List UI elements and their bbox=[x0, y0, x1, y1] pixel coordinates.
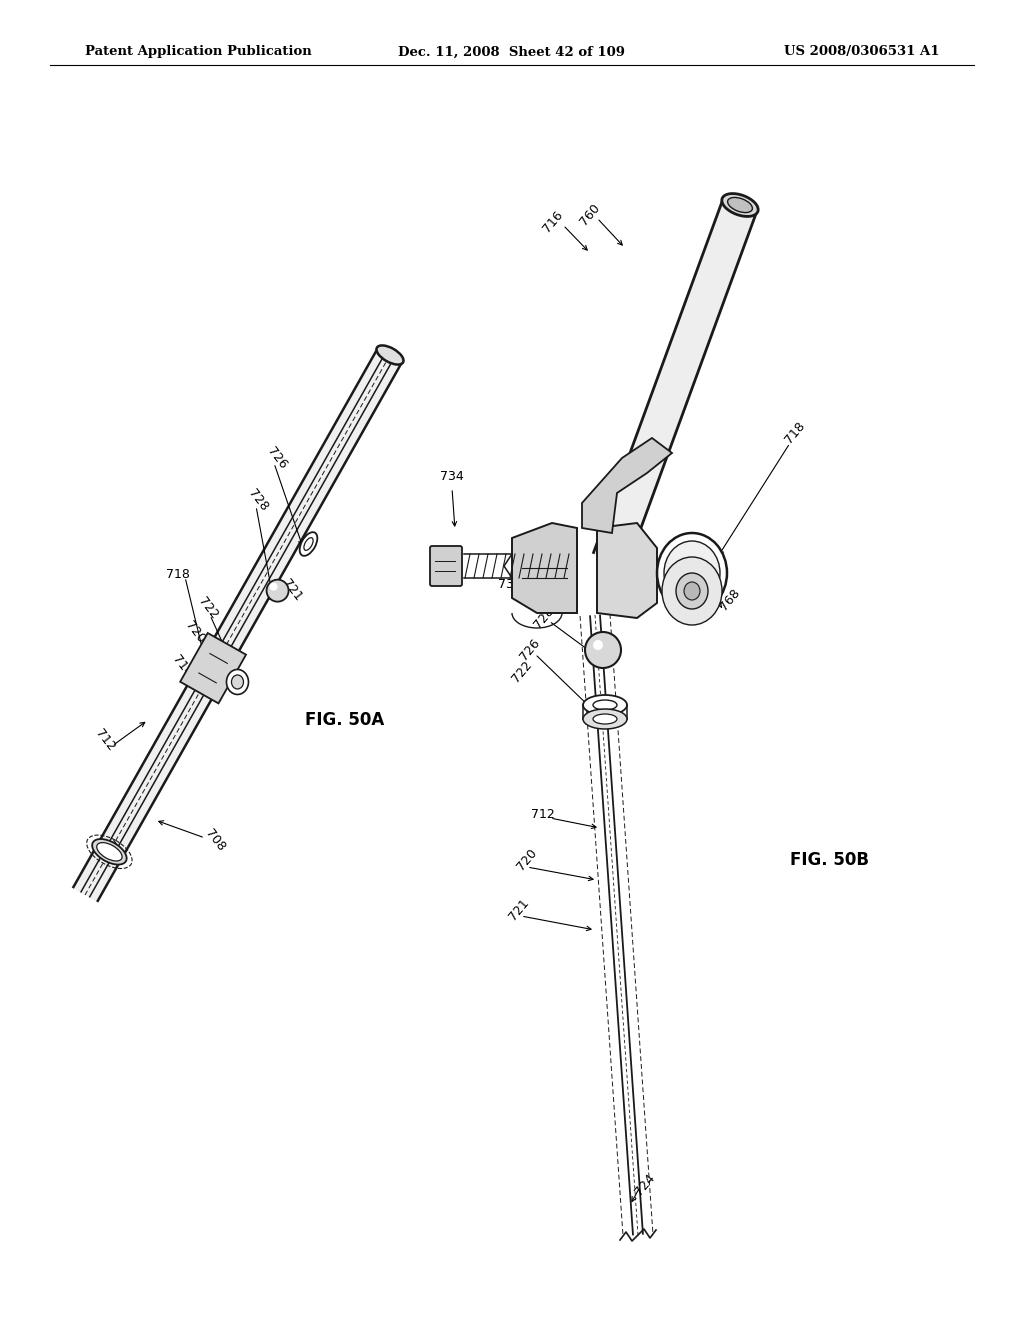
Text: 734: 734 bbox=[440, 470, 464, 483]
Ellipse shape bbox=[583, 696, 627, 715]
Text: 728: 728 bbox=[531, 605, 557, 631]
Polygon shape bbox=[73, 348, 402, 902]
Ellipse shape bbox=[585, 632, 621, 668]
Ellipse shape bbox=[231, 675, 244, 689]
Text: 718: 718 bbox=[782, 420, 808, 446]
Ellipse shape bbox=[728, 198, 753, 213]
FancyBboxPatch shape bbox=[430, 546, 462, 586]
Text: 712: 712 bbox=[531, 808, 555, 821]
Text: 724: 724 bbox=[102, 838, 127, 866]
Ellipse shape bbox=[657, 533, 727, 612]
Ellipse shape bbox=[676, 573, 708, 609]
Ellipse shape bbox=[722, 194, 758, 216]
Text: 760: 760 bbox=[578, 202, 603, 228]
Text: 724: 724 bbox=[633, 1172, 657, 1199]
Text: 726: 726 bbox=[264, 445, 290, 471]
Ellipse shape bbox=[662, 557, 722, 624]
Text: FIG. 50B: FIG. 50B bbox=[791, 851, 869, 869]
Text: 714: 714 bbox=[170, 652, 195, 680]
Text: 722: 722 bbox=[196, 594, 220, 622]
Polygon shape bbox=[582, 438, 672, 533]
Text: 730: 730 bbox=[498, 578, 522, 591]
Text: 768: 768 bbox=[718, 586, 742, 614]
Polygon shape bbox=[512, 523, 577, 612]
Text: 728: 728 bbox=[246, 487, 270, 513]
Text: 718: 718 bbox=[166, 568, 189, 581]
Ellipse shape bbox=[684, 582, 700, 601]
Text: FIG. 50A: FIG. 50A bbox=[305, 711, 385, 729]
Text: Dec. 11, 2008  Sheet 42 of 109: Dec. 11, 2008 Sheet 42 of 109 bbox=[398, 45, 626, 58]
Ellipse shape bbox=[593, 700, 617, 710]
Ellipse shape bbox=[583, 709, 627, 729]
Text: 712: 712 bbox=[92, 726, 118, 754]
Text: 721: 721 bbox=[507, 896, 531, 923]
Ellipse shape bbox=[593, 714, 617, 723]
Text: 721: 721 bbox=[280, 577, 304, 603]
Text: Patent Application Publication: Patent Application Publication bbox=[85, 45, 311, 58]
Polygon shape bbox=[597, 523, 657, 618]
Text: 708: 708 bbox=[203, 826, 227, 854]
Ellipse shape bbox=[593, 640, 603, 649]
Polygon shape bbox=[180, 634, 246, 704]
Ellipse shape bbox=[266, 579, 289, 602]
Ellipse shape bbox=[664, 541, 720, 605]
Ellipse shape bbox=[96, 842, 122, 861]
Polygon shape bbox=[593, 199, 757, 566]
Text: 716: 716 bbox=[541, 209, 565, 235]
Ellipse shape bbox=[226, 669, 249, 694]
Text: 720: 720 bbox=[182, 619, 208, 645]
Text: 720: 720 bbox=[514, 846, 540, 874]
Ellipse shape bbox=[92, 840, 127, 865]
Ellipse shape bbox=[304, 537, 313, 550]
Ellipse shape bbox=[377, 346, 403, 364]
Ellipse shape bbox=[300, 532, 317, 556]
Text: 722: 722 bbox=[509, 659, 535, 685]
Ellipse shape bbox=[269, 582, 278, 590]
Text: 726: 726 bbox=[517, 636, 543, 663]
Text: US 2008/0306531 A1: US 2008/0306531 A1 bbox=[784, 45, 940, 58]
